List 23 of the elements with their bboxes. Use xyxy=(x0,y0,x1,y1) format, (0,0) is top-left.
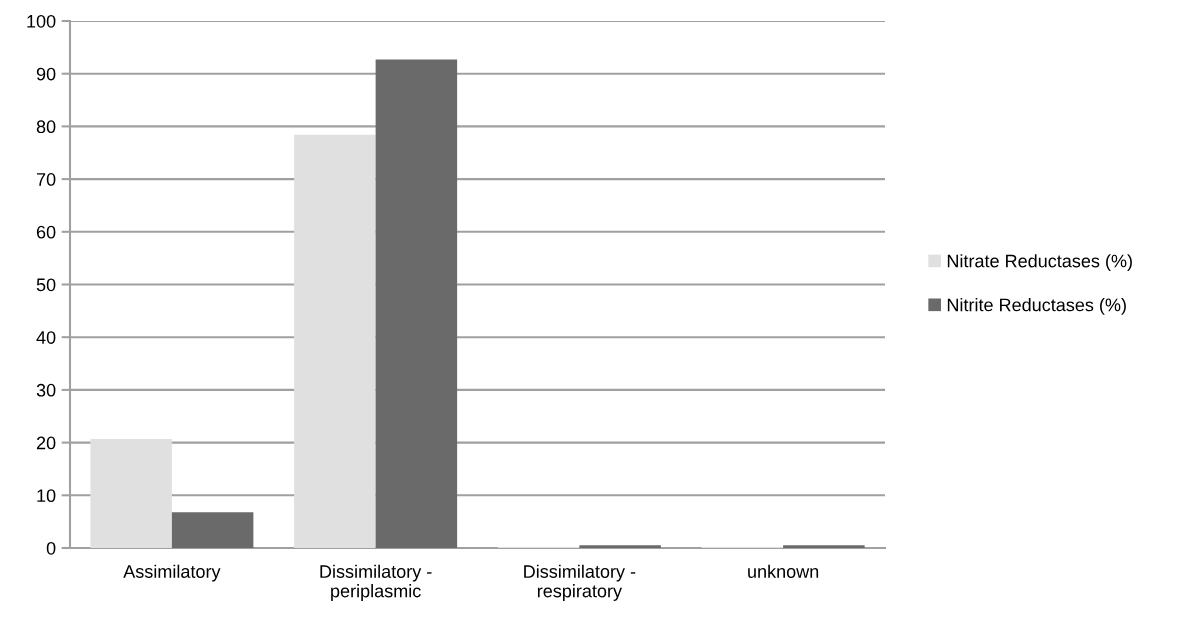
y-tick-label: 80 xyxy=(36,120,56,134)
y-tick-label: 10 xyxy=(37,489,56,503)
y-tick-label: 100 xyxy=(27,14,56,28)
y-tick-label: 0 xyxy=(46,541,56,555)
y-tick-label: 20 xyxy=(36,436,56,450)
x-tick-label: Dissimilatory - respiratory xyxy=(524,564,636,601)
legend-label: Nitrite Reductases (%) xyxy=(947,298,1126,315)
bar xyxy=(171,512,254,548)
bar xyxy=(783,545,865,548)
x-tick-label: Assimilatory xyxy=(123,564,221,582)
y-tick-label: 50 xyxy=(36,278,56,292)
y-tick-label: 40 xyxy=(36,331,56,344)
x-tick-label: Dissimilatory - periplasmic xyxy=(320,564,432,601)
y-tick-label: 60 xyxy=(36,225,56,239)
y-tick-label: 90 xyxy=(36,67,56,81)
bar xyxy=(375,59,458,548)
bar xyxy=(90,438,172,548)
y-tick-label: 30 xyxy=(36,383,56,397)
legend-label: Nitrate Reductases (%) xyxy=(947,254,1132,271)
y-tick-label: 70 xyxy=(36,173,56,186)
bar xyxy=(294,134,376,548)
bar xyxy=(579,545,661,548)
x-tick-label: unknown xyxy=(748,564,819,578)
